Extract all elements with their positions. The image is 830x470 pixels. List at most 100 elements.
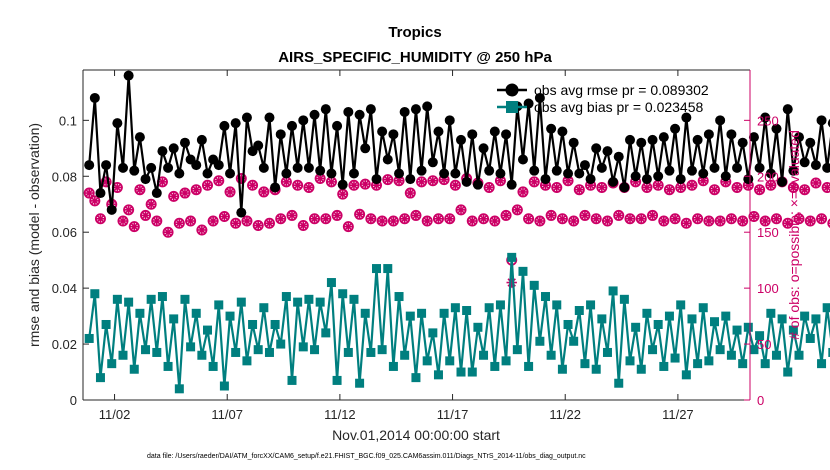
bias-point xyxy=(783,367,793,377)
rmse-point xyxy=(410,104,421,115)
rmse-point xyxy=(422,101,433,112)
obs-evaluated-point xyxy=(89,195,101,207)
rmse-point xyxy=(788,165,799,176)
bias-point xyxy=(253,345,263,355)
rmse-point xyxy=(771,123,782,134)
rmse-point xyxy=(117,162,128,173)
rmse-point xyxy=(782,104,793,115)
bias-point xyxy=(321,328,331,338)
obs-evaluated-point xyxy=(523,213,534,224)
obs-evaluated-point xyxy=(281,176,292,188)
footnote: data file: /Users/raeder/DAI/ATM_forcXX/… xyxy=(147,453,586,460)
rmse-point xyxy=(765,168,776,179)
obs-evaluated-point xyxy=(427,175,439,186)
bias-point xyxy=(394,292,404,302)
bias-point xyxy=(417,308,427,318)
rmse-point xyxy=(439,168,450,179)
bias-point xyxy=(248,319,258,329)
rmse-point xyxy=(146,162,157,173)
bias-point xyxy=(828,347,830,357)
bias-point xyxy=(225,311,235,321)
legend-bias-marker xyxy=(506,101,518,113)
rmse-point xyxy=(213,160,224,171)
bias-point xyxy=(270,319,280,329)
obs-evaluated-point xyxy=(641,182,653,193)
obs-evaluated-point xyxy=(309,213,320,224)
bias-point xyxy=(755,331,765,341)
y-tick-label-left: 0.02 xyxy=(52,337,77,352)
bias-point xyxy=(501,356,511,366)
obs-evaluated-point xyxy=(652,180,664,191)
bias-point xyxy=(332,375,342,385)
bias-point xyxy=(800,311,810,321)
bias-point xyxy=(687,314,697,324)
rmse-point xyxy=(303,162,314,173)
bias-point xyxy=(383,264,393,274)
obs-evaluated-point xyxy=(433,213,444,224)
rmse-point xyxy=(602,146,613,157)
obs-evaluated-point xyxy=(737,215,748,227)
rmse-point xyxy=(472,179,483,190)
obs-evaluated-point xyxy=(624,213,636,224)
rmse-point xyxy=(670,123,681,134)
bias-point xyxy=(405,311,415,321)
rmse-point xyxy=(416,165,427,176)
rmse-point xyxy=(456,134,467,145)
obs-evaluated-point xyxy=(760,215,771,227)
bias-point xyxy=(642,308,652,318)
bias-point xyxy=(298,342,308,352)
bias-point xyxy=(428,328,438,338)
bias-point xyxy=(693,359,703,369)
rmse-point xyxy=(101,160,112,171)
bias-point xyxy=(614,378,624,388)
rmse-point xyxy=(281,168,292,179)
obs-evaluated-point xyxy=(810,177,822,189)
rmse-point xyxy=(123,70,134,81)
rmse-point xyxy=(557,126,568,137)
obs-evaluated-point xyxy=(703,215,715,227)
obs-evaluated-point xyxy=(799,184,810,195)
obs-evaluated-point xyxy=(557,213,568,224)
obs-evaluated-point xyxy=(320,213,332,224)
bias-point xyxy=(304,294,314,304)
rmse-point xyxy=(388,129,399,140)
bias-point xyxy=(794,350,804,360)
bias-point xyxy=(197,350,207,360)
bias-point xyxy=(349,294,359,304)
rmse-point xyxy=(495,168,506,179)
rmse-point xyxy=(574,168,585,179)
bias-point xyxy=(591,364,601,374)
bias-point xyxy=(822,303,830,313)
obs-evaluated-point xyxy=(765,180,777,191)
rmse-point xyxy=(196,134,207,145)
rmse-point xyxy=(382,154,393,165)
bias-point xyxy=(163,361,173,371)
x-tick-label: 11/22 xyxy=(549,407,581,422)
obs-evaluated-point xyxy=(298,220,309,231)
obs-evaluated-point xyxy=(574,184,585,195)
bias-point xyxy=(112,294,122,304)
obs-evaluated-point xyxy=(331,210,343,221)
rmse-point xyxy=(726,129,737,140)
rmse-point xyxy=(709,162,720,173)
bias-point xyxy=(631,322,641,332)
y-axis-label-right: # of obs: o=possible; ×=evaluated xyxy=(786,130,802,340)
obs-evaluated-point xyxy=(145,199,157,210)
obs-evaluated-point xyxy=(399,213,410,224)
obs-evaluated-point xyxy=(129,221,140,232)
rmse-point xyxy=(675,174,686,185)
obs-evaluated-point xyxy=(517,186,529,198)
obs-evaluated-point xyxy=(562,175,574,186)
obs-evaluated-point xyxy=(360,178,371,190)
bias-point xyxy=(293,297,303,307)
obs-evaluated-point xyxy=(236,173,247,184)
rmse-point xyxy=(658,132,669,143)
obs-evaluated-point xyxy=(337,188,348,200)
rmse-point xyxy=(478,143,489,154)
obs-evaluated-point xyxy=(602,215,613,227)
obs-evaluated-point xyxy=(162,227,174,238)
rmse-point xyxy=(179,137,190,148)
obs-evaluated-point xyxy=(579,210,591,221)
bias-point xyxy=(141,345,151,355)
x-axis-label: Nov.01,2014 00:00:00 start xyxy=(332,427,500,443)
